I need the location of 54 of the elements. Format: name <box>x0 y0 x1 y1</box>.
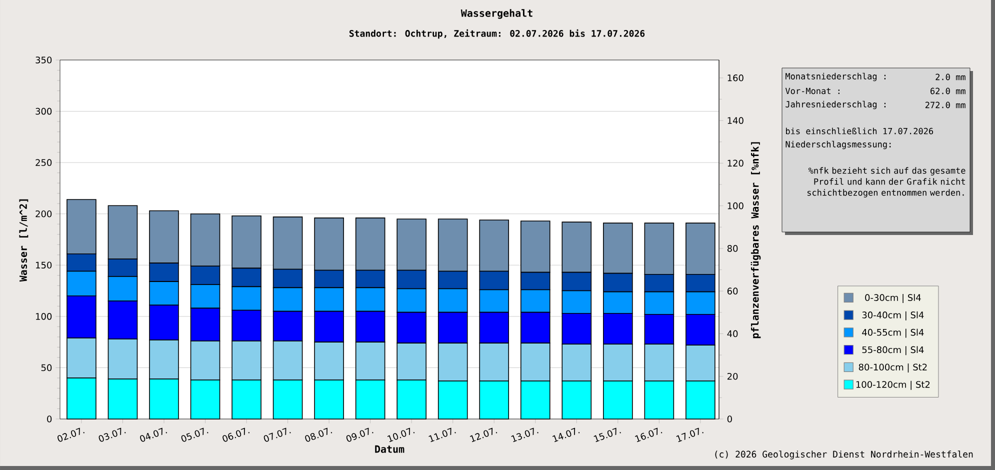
x-tick-label: 11.07. <box>428 428 456 442</box>
y-tick-label: 100 <box>36 313 52 320</box>
x-tick-label: 05.07. <box>181 428 208 442</box>
legend-label: 0-30cm | Sl4 <box>865 294 921 303</box>
y2-tick-label: 100 <box>728 202 744 210</box>
y2-tick-label: 60 <box>727 288 738 294</box>
x-axis-title: Datum <box>375 445 404 453</box>
y-tick-label: 350 <box>36 56 52 64</box>
y2-tick-label: 0 <box>727 416 732 422</box>
text: 272.0 mm <box>925 102 966 108</box>
y-axis-title: Wasser [l/m^2] <box>19 199 28 282</box>
y2-axis-title: pflanzenverfügbares Wasser [%nfk] <box>750 142 761 338</box>
legend-label: 80-100cm | St2 <box>858 363 927 372</box>
text: 2.0 mm <box>936 74 966 80</box>
y-tick-label: 250 <box>36 159 52 166</box>
x-tick-label: 16.07. <box>634 428 662 442</box>
x-tick-label: 07.07. <box>264 428 291 442</box>
x-tick-label: 02.07. <box>58 428 84 442</box>
x-tick-label: 12.07. <box>470 428 498 442</box>
chart-subtitle: Standort: Ochtrup, Zeitraum: 02.07.2026 bis 17.07.2026 <box>349 29 645 39</box>
y-tick-label: 50 <box>41 364 52 372</box>
y2-tick-label: 140 <box>728 117 744 124</box>
x-tick-label: 04.07. <box>140 428 168 442</box>
text: Vor-Monat : <box>785 88 840 94</box>
x-tick-label: 10.07. <box>387 428 415 442</box>
y2-tick-label: 40 <box>727 330 738 338</box>
x-tick-label: 03.07. <box>98 428 126 442</box>
y2-tick-label: 160 <box>728 74 744 82</box>
text: 62.0 mm <box>930 88 966 94</box>
y-tick-label: 150 <box>36 262 52 269</box>
legend-label: 30-40cm | Sl4 <box>862 311 924 320</box>
chart-title: Wassergehalt <box>460 9 532 19</box>
text: bis einschließlich 17.07.2026 <box>786 128 934 134</box>
text: (c) 2026 Geologischer Dienst Nordrhein-Westfalen <box>715 450 973 460</box>
x-tick-label: 14.07. <box>552 428 580 442</box>
x-tick-label: 15.07. <box>594 428 621 442</box>
legend-label: 100-120cm | St2 <box>856 380 930 390</box>
y2-tick-label: 80 <box>727 245 738 252</box>
y-tick-label: 300 <box>36 108 52 115</box>
y-tick-label: 200 <box>36 210 52 218</box>
x-tick-label: 06.07. <box>222 428 250 442</box>
x-tick-label: 08.07. <box>305 428 332 442</box>
text: Niederschlagsmessung: <box>786 140 891 150</box>
text: %nfk bezieht sich auf das gesamte Profil und kann der Grafik nicht schichtbezogen entnommen werden. <box>807 167 966 198</box>
text: Jahresniederschlag : <box>786 100 886 110</box>
x-tick-label: 17.07. <box>676 428 704 442</box>
text: Monatsniederschlag : <box>786 72 886 82</box>
x-tick-label: 13.07. <box>511 428 538 442</box>
legend-label: 40-55cm | Sl4 <box>862 328 924 338</box>
y-tick-label: 0 <box>47 416 52 422</box>
y2-tick-label: 120 <box>728 160 744 167</box>
y2-tick-label: 20 <box>727 372 738 380</box>
x-tick-label: 09.07. <box>346 428 374 442</box>
legend-label: 55-80cm | Sl4 <box>862 346 924 356</box>
